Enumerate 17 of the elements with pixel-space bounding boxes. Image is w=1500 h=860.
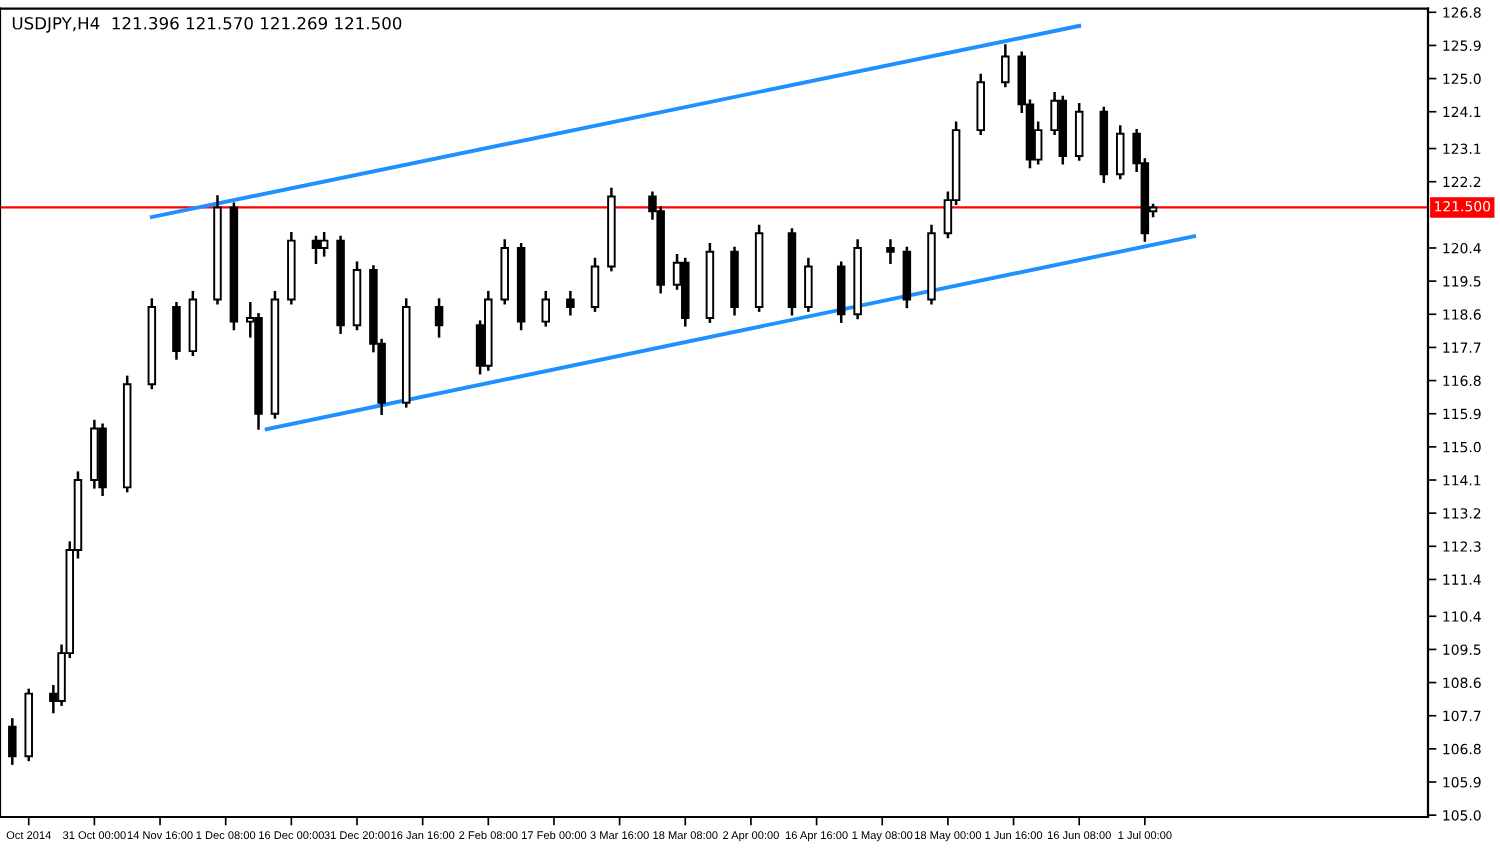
candlestick bbox=[1115, 125, 1125, 180]
candlestick bbox=[8, 718, 17, 765]
candlestick bbox=[804, 257, 813, 312]
candlestick bbox=[319, 232, 329, 257]
candlestick bbox=[541, 290, 551, 327]
candlestick bbox=[976, 73, 985, 136]
candlestick bbox=[566, 290, 575, 316]
candlestick bbox=[434, 298, 444, 338]
candlestick bbox=[836, 261, 846, 323]
candlestick bbox=[311, 235, 321, 264]
candlestick bbox=[886, 239, 895, 264]
candlestick bbox=[590, 257, 600, 312]
chart-title: USDJPY,H4 121.396 121.570 121.269 121.500 bbox=[12, 16, 402, 33]
candlestick bbox=[902, 246, 912, 309]
candlestick bbox=[1001, 44, 1010, 88]
candlestick bbox=[172, 301, 181, 360]
candlestick bbox=[1074, 103, 1084, 161]
